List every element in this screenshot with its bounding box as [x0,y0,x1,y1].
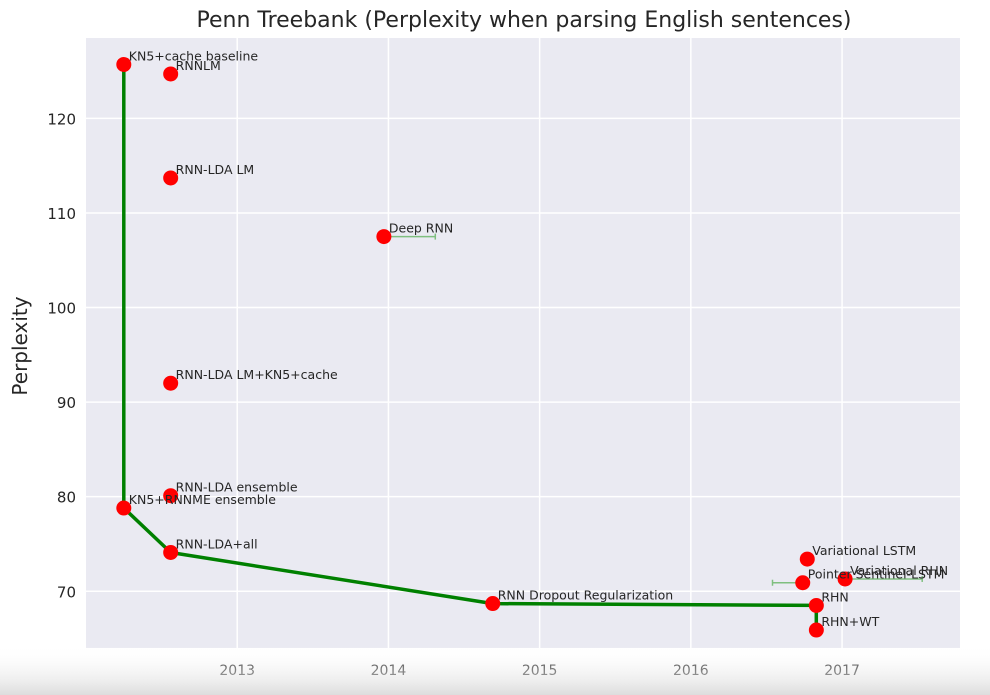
chart-title: Penn Treebank (Perplexity when parsing E… [196,8,851,33]
plot-area [86,38,960,648]
data-point [163,170,179,186]
data-label: Variational RHN [850,563,948,578]
data-label: RNN Dropout Regularization [498,588,673,603]
data-point [808,597,824,613]
y-tick-label: 120 [47,110,76,128]
data-point [116,500,132,516]
y-tick-labels: 70 80 90 100 110 120 [47,110,76,601]
data-point [163,544,179,560]
data-point [837,571,853,587]
data-label: RNN-LDA+all [176,536,258,551]
grid-lines [86,38,960,648]
data-point [163,488,179,504]
data-point [799,551,815,567]
data-label: Variational LSTM [812,543,916,558]
data-point [485,596,501,612]
data-point [808,622,824,638]
data-point [163,66,179,82]
data-label: RNN-LDA LM [176,162,255,177]
y-tick-label: 70 [57,583,76,601]
data-label: KN5+cache baseline [129,48,259,63]
data-label: KN5+RNNME ensemble [129,492,276,507]
data-label: Deep RNN [389,221,453,236]
data-label: Pointer Sentinel-LSTM [808,567,945,582]
data-label: RHN+WT [821,614,879,629]
data-label: RHN [821,589,848,604]
data-point [116,56,132,72]
y-tick-label: 90 [57,394,76,412]
data-label: RNN-LDA ensemble [176,480,298,495]
y-tick-label: 110 [47,205,76,223]
data-point [376,229,392,245]
y-axis-label: Perplexity [8,296,32,395]
data-point [795,575,811,591]
y-tick-label: 100 [47,300,76,318]
bottom-fade [0,645,990,695]
data-point [163,375,179,391]
y-tick-label: 80 [57,489,76,507]
data-label: RNN-LDA LM+KN5+cache [176,367,338,382]
data-label: RNNLM [176,58,221,73]
data-points [116,56,853,638]
